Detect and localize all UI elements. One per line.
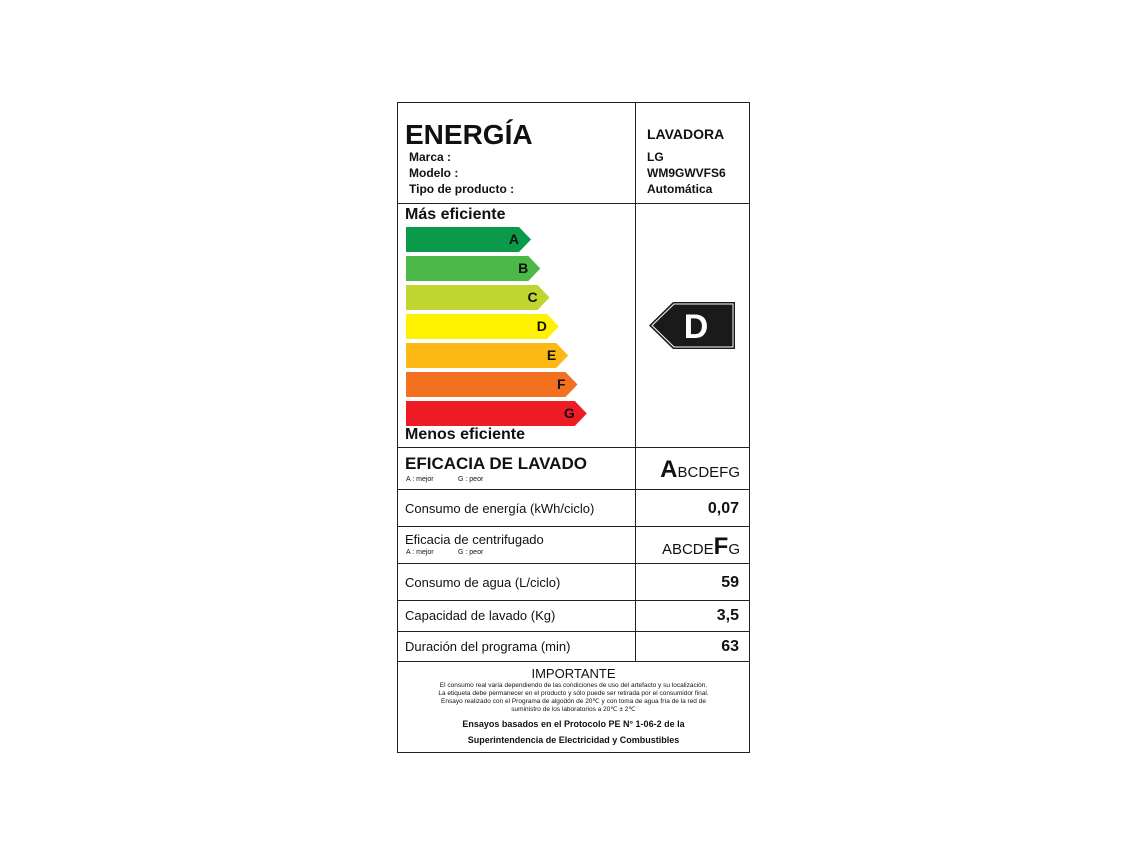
- water-value: 59: [721, 574, 739, 591]
- energy-class-bar-d: D: [406, 314, 559, 339]
- legend-best: A : mejor: [406, 476, 434, 483]
- least-efficient-label: Menos eficiente: [405, 426, 526, 443]
- most-efficient-label: Más eficiente: [405, 206, 506, 223]
- duration-label: Duración del programa (min): [405, 639, 571, 654]
- water-row: Consumo de agua (L/ciclo) 59: [398, 564, 749, 601]
- water-label: Consumo de agua (L/ciclo): [405, 575, 561, 590]
- energy-class-bar-b: B: [406, 256, 541, 281]
- energy-label-text: Consumo de energía (kWh/ciclo): [405, 501, 595, 516]
- class-letter: G: [563, 405, 575, 421]
- note-line: suministro de los laboratorios a 20℃ ± 2…: [511, 706, 636, 713]
- legend-best: A : mejor: [406, 549, 434, 556]
- duration-row: Duración del programa (min) 63: [398, 632, 749, 662]
- capacity-label: Capacidad de lavado (Kg): [405, 608, 556, 623]
- model-value: WM9GWVFS6: [647, 166, 726, 180]
- model-field: Modelo :: [409, 166, 459, 180]
- energy-class-bar-a: A: [406, 227, 531, 252]
- legend-worst: G : peor: [458, 476, 484, 483]
- legend-worst: G : peor: [458, 549, 484, 556]
- capacity-value: 3,5: [716, 607, 739, 624]
- type-field: Tipo de producto :: [409, 182, 515, 196]
- header-row: ENERGÍA Marca : Modelo : Tipo de product…: [398, 103, 749, 204]
- class-letter: D: [536, 318, 547, 334]
- class-letter: C: [527, 289, 538, 305]
- wash-title: EFICACIA DE LAVADO: [405, 454, 587, 473]
- important-section: IMPORTANTE El consumo real varía dependi…: [398, 662, 749, 752]
- note-line: Ensayo realizado con el Programa de algo…: [441, 698, 706, 705]
- wash-scale: ABCDEFG: [660, 456, 740, 483]
- energy-class-bar-g: G: [406, 401, 587, 426]
- class-letter: E: [546, 347, 557, 363]
- capacity-row: Capacidad de lavado (Kg) 3,5: [398, 601, 749, 632]
- wash-efficiency-row: EFICACIA DE LAVADO A : mejor G : peor AB…: [398, 448, 749, 490]
- spin-row: Eficacia de centrifugado A : mejor G : p…: [398, 527, 749, 564]
- protocol-line: Superintendencia de Electricidad y Combu…: [467, 735, 680, 745]
- rating-arrow: D: [649, 302, 735, 349]
- energy-class-bar-c: C: [406, 285, 550, 310]
- protocol-line: Ensayos basados en el Protocolo PE N° 1-…: [462, 719, 685, 729]
- energy-class-bar-e: E: [406, 343, 569, 368]
- note-line: El consumo real varía dependiendo de las…: [439, 682, 708, 689]
- spin-scale: ABCDEFG: [661, 533, 740, 560]
- class-letter: F: [556, 376, 566, 392]
- brand-field: Marca :: [409, 150, 452, 164]
- duration-value: 63: [721, 638, 739, 655]
- class-letter: A: [508, 231, 519, 247]
- class-letter: B: [518, 260, 529, 276]
- label-title: ENERGÍA: [405, 119, 533, 150]
- energy-row: Consumo de energía (kWh/ciclo) 0,07: [398, 490, 749, 527]
- energy-class-bar-f: F: [406, 372, 578, 397]
- rating-letter: D: [684, 308, 709, 346]
- energy-label: ENERGÍA Marca : Modelo : Tipo de product…: [397, 102, 750, 753]
- brand-value: LG: [647, 150, 664, 164]
- type-value: Automática: [647, 182, 713, 196]
- energy-value: 0,07: [707, 500, 739, 517]
- spin-title: Eficacia de centrifugado: [405, 532, 544, 547]
- important-title: IMPORTANTE: [531, 666, 616, 681]
- product-category: LAVADORA: [647, 126, 725, 142]
- note-line: La etiqueta debe permanecer en el produc…: [438, 690, 709, 697]
